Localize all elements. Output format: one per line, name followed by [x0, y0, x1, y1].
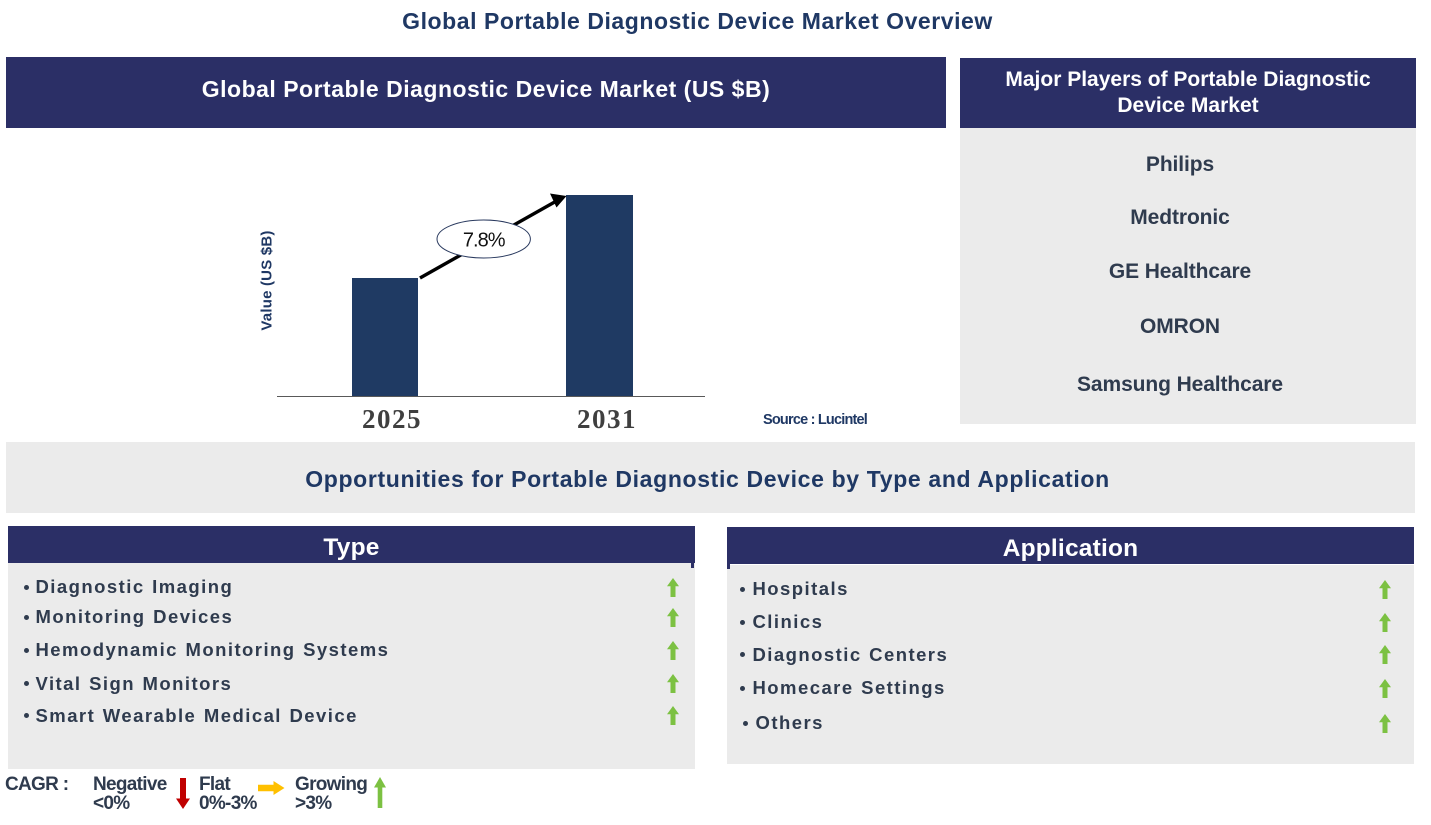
svg-text:7.8%: 7.8%: [463, 230, 506, 252]
